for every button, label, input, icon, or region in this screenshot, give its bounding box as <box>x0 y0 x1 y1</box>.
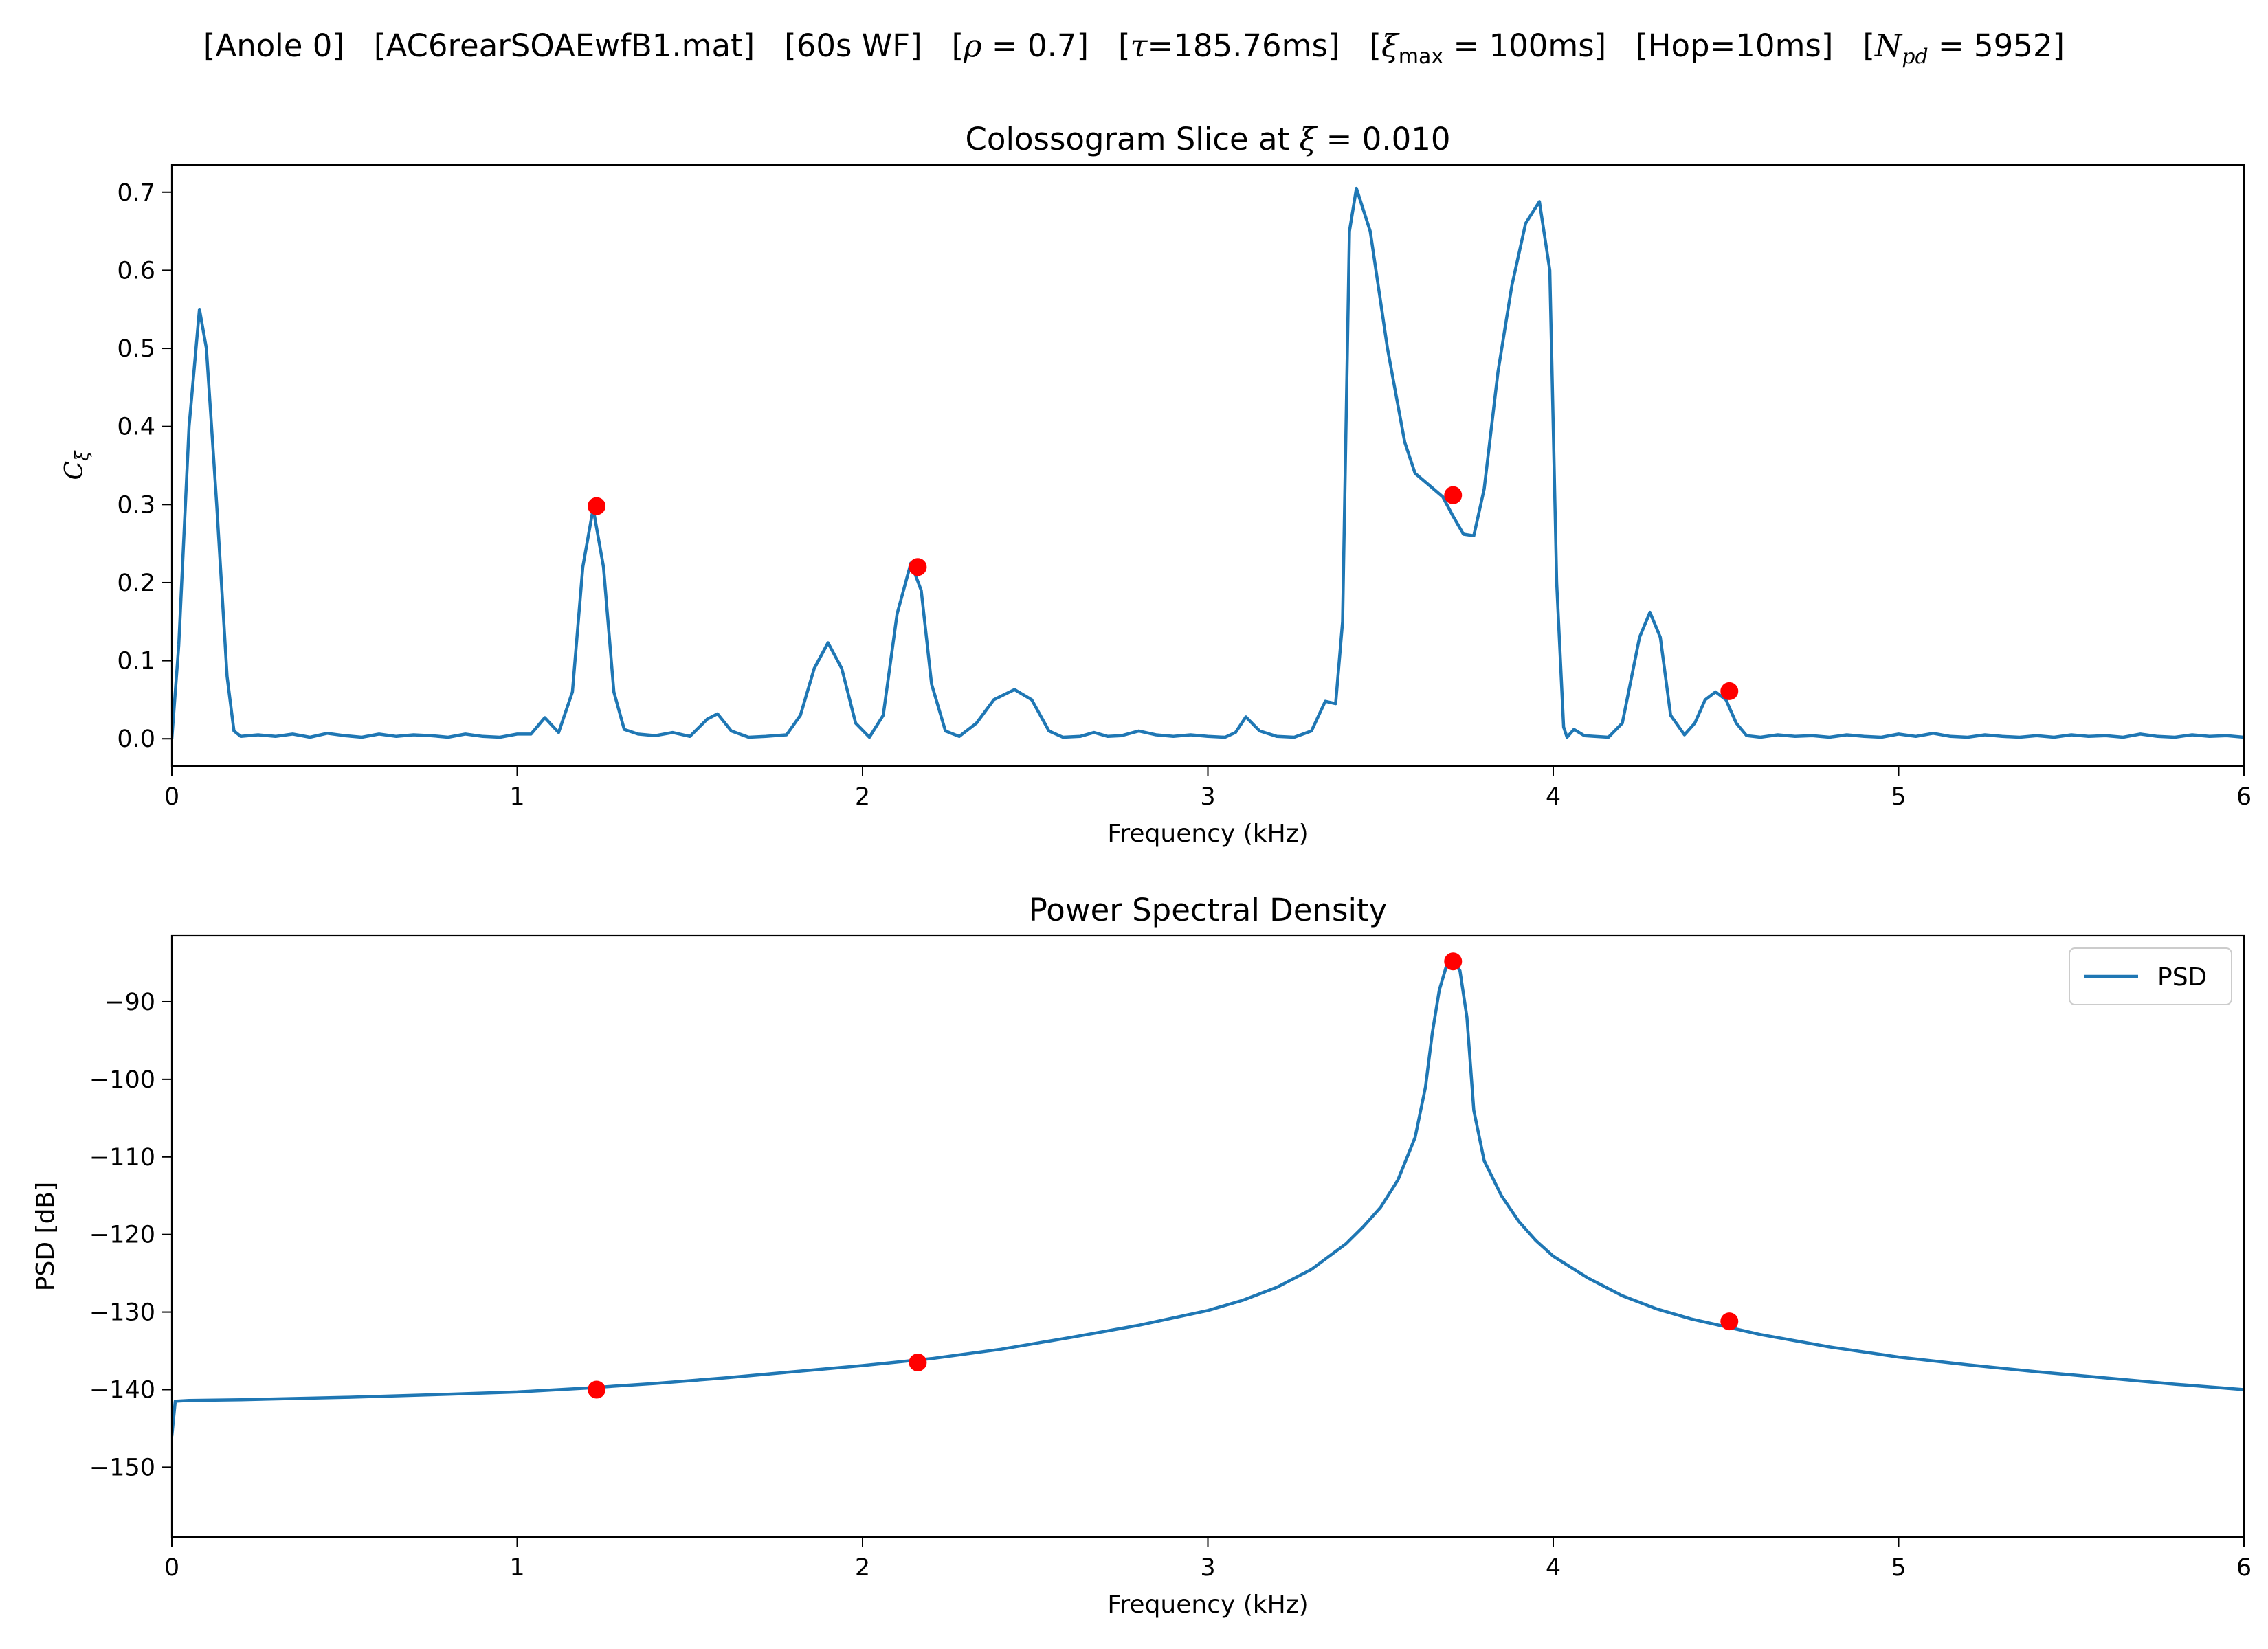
x-tick-label: 6 <box>2236 1554 2252 1582</box>
x-axis-label: Frequency (kHz) <box>1107 1591 1308 1619</box>
axes-frame <box>170 934 2245 1538</box>
suptitle-rho: 0.7 <box>1027 27 1077 64</box>
axes-title: Power Spectral Density <box>1029 892 1388 928</box>
colossogram-slice-axes: 0 1 2 3 4 5 6 0.0 0.1 0.2 0.3 0.4 0.5 0.6 0.7 Frequency… <box>60 121 2252 848</box>
y-tick-label: 0.0 <box>117 726 155 753</box>
x-tick-label: 0 <box>164 1554 179 1582</box>
x-tick-label: 1 <box>509 783 524 811</box>
x-tick-label: 2 <box>855 783 870 811</box>
y-tick-label: −120 <box>89 1222 155 1249</box>
x-tick-label: 4 <box>1546 1554 1561 1582</box>
y-tick-label: 0.4 <box>117 414 155 441</box>
axes-title: Colossogram Slice at ξ = 0.010 <box>966 121 1451 157</box>
suptitle-anole: [Anole 0] <box>203 27 344 64</box>
y-tick-label: −90 <box>104 989 155 1016</box>
peak-marker <box>1444 486 1463 504</box>
x-tick-label: 2 <box>855 1554 870 1582</box>
series-line <box>172 186 2244 739</box>
y-tick-label: 0.7 <box>117 179 155 207</box>
psd-axes: 0 1 2 3 4 5 6 −150 −140 −130 −120 −110 −100 −90 Freque… <box>32 892 2252 1619</box>
axes-frame <box>170 164 2245 767</box>
peak-marker <box>588 1380 606 1399</box>
figure-suptitle: [Anole 0] [AC6rearSOAEwfB1.mat] [60s WF]… <box>203 27 2065 69</box>
peak-marker <box>1444 952 1463 971</box>
legend-box <box>2069 947 2232 1005</box>
y-tick-label: −100 <box>89 1066 155 1094</box>
legend-label: PSD <box>2157 963 2207 991</box>
x-tick-label: 0 <box>164 783 179 811</box>
suptitle-npd: 5952 <box>1974 27 2053 64</box>
y-tick-label: 0.3 <box>117 491 155 519</box>
suptitle-wf: [60s WF] <box>784 27 922 64</box>
x-tick-label: 5 <box>1891 1554 1906 1582</box>
suptitle-hop: [Hop=10ms] <box>1636 27 1834 64</box>
series-line <box>172 960 2244 1437</box>
suptitle-tau: 185.76ms <box>1173 27 1328 64</box>
y-axis-label: PSD [dB] <box>32 1182 60 1291</box>
y-tick-label: −130 <box>89 1299 155 1327</box>
x-tick-label: 6 <box>2236 783 2252 811</box>
y-tick-label: 0.5 <box>117 335 155 363</box>
y-tick-label: 0.2 <box>117 570 155 597</box>
y-tick-label: 0.1 <box>117 648 155 675</box>
suptitle-ximax: 100ms <box>1489 27 1594 64</box>
y-tick-label: 0.6 <box>117 257 155 284</box>
x-tick-label: 3 <box>1200 783 1215 811</box>
y-tick-label: −140 <box>89 1376 155 1404</box>
y-axis-label: Cξ <box>60 450 93 480</box>
x-tick-label: 4 <box>1546 783 1561 811</box>
peak-marker <box>1720 682 1739 700</box>
y-tick-label: −110 <box>89 1144 155 1171</box>
suptitle-file: [AC6rearSOAEwfB1.mat] <box>373 27 755 64</box>
peak-marker <box>909 1353 927 1371</box>
x-tick-label: 1 <box>509 1554 524 1582</box>
x-axis-label: Frequency (kHz) <box>1107 820 1308 848</box>
peak-marker <box>588 497 606 515</box>
x-tick-label: 5 <box>1891 783 1906 811</box>
peak-marker <box>909 558 927 576</box>
x-tick-label: 3 <box>1200 1554 1215 1582</box>
y-tick-label: −150 <box>89 1454 155 1481</box>
peak-marker <box>1720 1312 1739 1331</box>
